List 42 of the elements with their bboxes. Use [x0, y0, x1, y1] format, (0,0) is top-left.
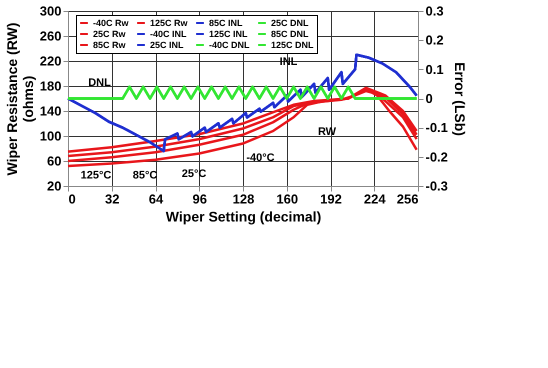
- x-axis-title: Wiper Setting (decimal): [166, 208, 322, 224]
- annotation: 125°C: [80, 170, 112, 182]
- x-tick-label: 160: [276, 192, 298, 206]
- y2-tick-label: 0.1: [426, 62, 444, 77]
- y2-tick-label: -0.1: [426, 120, 448, 136]
- annotation: -40°C: [246, 152, 275, 164]
- x-tick-label: 64: [148, 192, 164, 206]
- legend-label: -40C Rw: [93, 18, 130, 28]
- x-tick-label: 192: [320, 192, 342, 206]
- legend-label: 85C INL: [209, 18, 244, 28]
- legend-label: 85C DNL: [271, 29, 310, 39]
- y2-tick-label: 0.2: [426, 32, 444, 48]
- y2-tick-label: -0.3: [426, 178, 448, 194]
- legend-label: 25C DNL: [271, 18, 310, 28]
- legend-label: 125C Rw: [150, 18, 189, 28]
- y-tick-label: 180: [40, 78, 62, 94]
- legend-label: 25C Rw: [93, 29, 127, 39]
- y-tick-label: 20: [47, 178, 62, 194]
- y-tick-label: 220: [40, 54, 62, 68]
- legend-label: 25C INL: [150, 40, 184, 50]
- legend-label: -40C DNL: [209, 40, 250, 50]
- legend-label: 125C DNL: [271, 40, 314, 50]
- y2-tick-label: -0.2: [426, 149, 448, 164]
- y-tick-label: 100: [40, 128, 62, 144]
- annotation: DNL: [88, 76, 112, 89]
- y-tick-label: 300: [40, 4, 62, 18]
- y-tick-label: 60: [47, 154, 62, 168]
- x-tick-label: 224: [364, 192, 386, 206]
- x-tick-label: 128: [232, 192, 254, 206]
- x-tick-label: 32: [105, 192, 120, 206]
- x-tick-label: 256: [396, 192, 418, 206]
- y-tick-label: 140: [40, 104, 62, 118]
- y2-axis-title: Error (LSb): [452, 62, 468, 136]
- y2-tick-label: 0: [426, 91, 433, 106]
- legend-label: 85C Rw: [93, 40, 127, 50]
- x-tick-label: 0: [68, 192, 76, 206]
- y2-tick-label: 0.3: [426, 4, 444, 18]
- y-tick-label: 260: [40, 28, 62, 44]
- x-tick-label: 96: [192, 192, 207, 206]
- y-axis-title: Wiper Resistance (RW) (ohms): [4, 22, 36, 176]
- legend-label: -40C INL: [150, 29, 188, 39]
- legend-label: 125C INL: [209, 29, 248, 39]
